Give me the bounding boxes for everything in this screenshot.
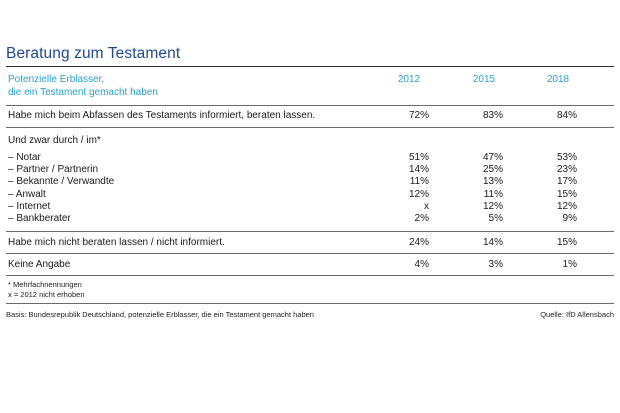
footer-rule (6, 303, 614, 304)
header-label-line-1: Potenzielle Erblasser, (8, 74, 105, 85)
table-row: – Internet x 12% 12% (8, 201, 608, 213)
cell-2012: 2% (414, 213, 429, 224)
cell-2012: x (424, 201, 429, 212)
header-label: Potenzielle Erblasser, die ein Testament… (8, 73, 268, 99)
cell-2012: 14% (408, 164, 429, 175)
cell-2012: 4% (414, 259, 429, 270)
row-label: – Bankberater (8, 213, 71, 224)
table-row: – Anwalt 12% 11% 15% (8, 189, 608, 201)
cell-2018: 53% (556, 152, 577, 163)
cell-2018: 12% (556, 201, 577, 212)
table-row: – Partner / Partnerin 14% 25% 23% (8, 164, 608, 176)
header-year-2012: 2012 (397, 74, 421, 85)
row-label: – Partner / Partnerin (8, 164, 99, 175)
cell-2015: 3% (488, 259, 503, 270)
cell-2015: 12% (482, 201, 503, 212)
row-label: – Bekannte / Verwandte (8, 176, 115, 187)
header-year-2015: 2015 (472, 74, 496, 85)
table-row: – Notar 51% 47% 53% (8, 152, 608, 164)
title-rule (6, 66, 614, 67)
header-year-2018: 2018 (546, 74, 570, 85)
cell-2018: 15% (556, 237, 577, 248)
cell-2012: 51% (408, 152, 429, 163)
footnote-x: x = 2012 nicht erhoben (8, 290, 85, 299)
cell-2012: 72% (408, 110, 429, 121)
row-label: – Anwalt (8, 189, 46, 200)
source-note: Quelle: IfD Allensbach (540, 310, 614, 319)
basis-note: Basis: Bundesrepublik Deutschland, poten… (6, 310, 314, 319)
cell-2018: 9% (562, 213, 577, 224)
cell-2015: 11% (483, 189, 503, 200)
row-label: Keine Angabe (8, 259, 71, 270)
cell-2015: 14% (482, 237, 503, 248)
row-divider (6, 127, 614, 128)
row-label: Habe mich beim Abfassen des Testaments i… (8, 110, 316, 121)
cell-2018: 1% (562, 259, 577, 270)
table-row: Habe mich beim Abfassen des Testaments i… (8, 110, 608, 122)
row-label: – Notar (8, 152, 41, 163)
footnote-multiple-answers: * Mehrfachnennungen (8, 280, 82, 289)
table-row: Keine Angabe 4% 3% 1% (8, 259, 608, 271)
cell-2015: 25% (482, 164, 503, 175)
header-label-line-2: die ein Testament gemacht haben (8, 87, 158, 98)
table-title: Beratung zum Testament (6, 45, 181, 62)
cell-2018: 84% (556, 110, 577, 121)
cell-2012: 11% (409, 176, 429, 187)
cell-2015: 47% (482, 152, 503, 163)
row-label: Habe mich nicht beraten lassen / nicht i… (8, 237, 225, 248)
row-label: Und zwar durch / im* (8, 135, 101, 146)
row-divider (6, 231, 614, 232)
cell-2015: 13% (482, 176, 503, 187)
table-row: – Bekannte / Verwandte 11% 13% 17% (8, 176, 608, 188)
cell-2018: 23% (556, 164, 577, 175)
cell-2018: 15% (556, 189, 577, 200)
table-row: – Bankberater 2% 5% 9% (8, 213, 608, 225)
row-label: – Internet (8, 201, 51, 212)
cell-2018: 17% (556, 176, 577, 187)
header-rule (6, 105, 614, 106)
row-divider (6, 275, 614, 276)
cell-2015: 5% (488, 213, 503, 224)
cell-2012: 12% (408, 189, 429, 200)
table-row: Und zwar durch / im* (8, 135, 608, 147)
cell-2015: 83% (482, 110, 503, 121)
table-row: Habe mich nicht beraten lassen / nicht i… (8, 237, 608, 249)
cell-2012: 24% (408, 237, 429, 248)
row-divider (6, 253, 614, 254)
